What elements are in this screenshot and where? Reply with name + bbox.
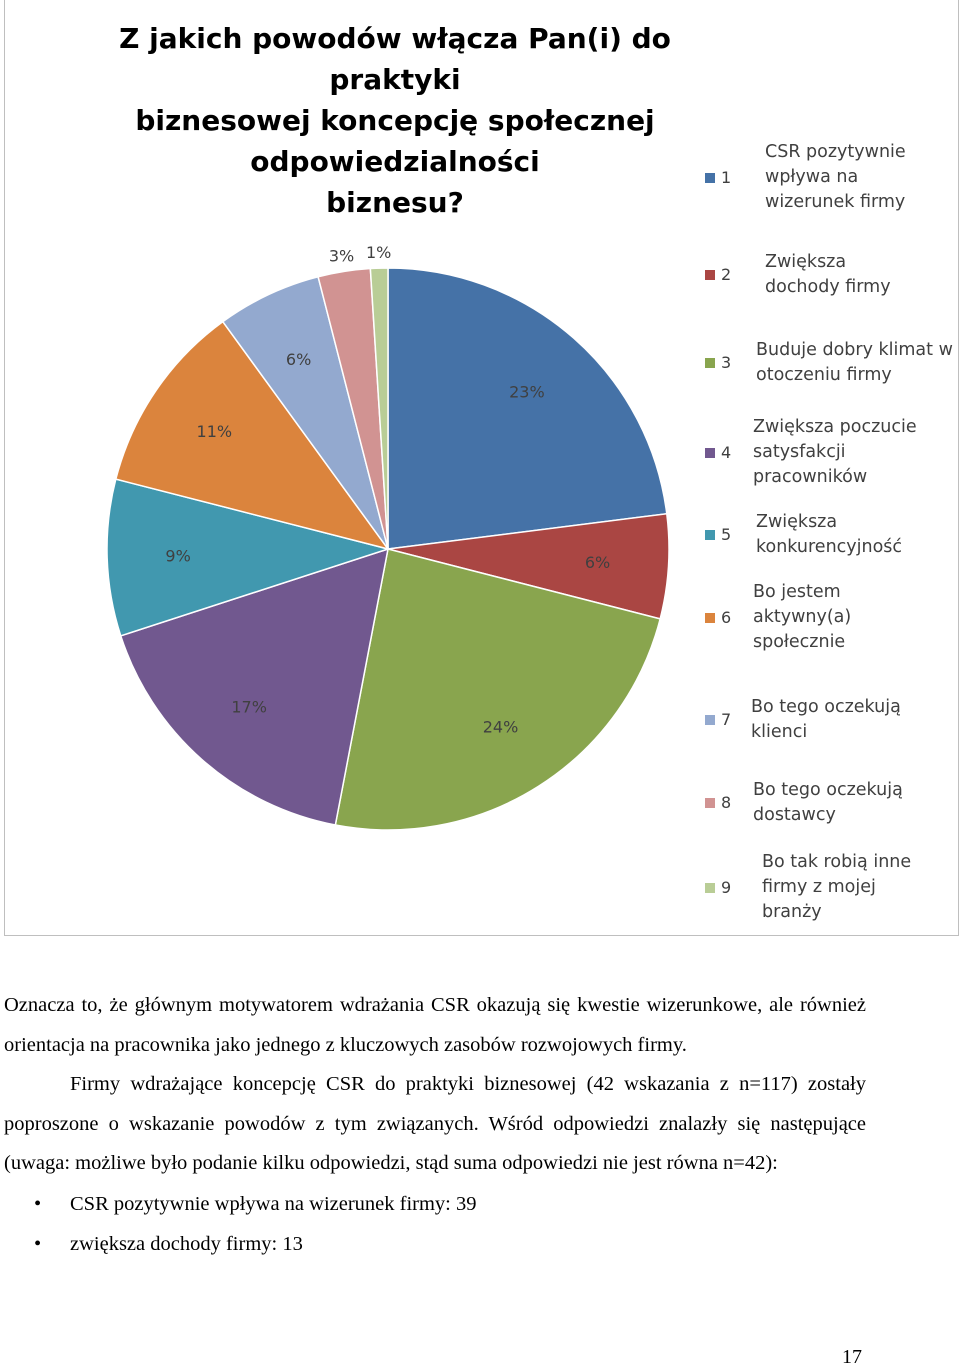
legend-item-6: 6 Bo jestem aktywny(a) społecznie (705, 580, 960, 655)
paragraph-2: Firmy wdrażające koncepcję CSR do prakty… (4, 1073, 866, 1174)
legend-swatch (705, 530, 715, 540)
legend-number: 8 (721, 793, 732, 812)
legend-label: Zwiększa dochody firmy (765, 252, 891, 297)
chart-title-line: Z jakich powodów włącza Pan(i) do prakty… (119, 22, 671, 96)
legend-item-5: 5 Zwiększa konkurencyjność (705, 510, 960, 560)
chart-title-line: biznesu? (326, 186, 464, 219)
legend-label: Zwiększa konkurencyjność (756, 512, 903, 557)
slice-label-3: 24% (483, 717, 519, 736)
legend-label: Buduje dobry klimat w otoczeniu firmy (756, 340, 953, 385)
page-number: 17 (842, 1346, 862, 1368)
pie-slice-6 (114, 320, 390, 551)
pie-slice-3 (334, 548, 662, 831)
legend-swatch (705, 270, 715, 280)
bullet-dot: • (34, 1233, 42, 1255)
chart-title: Z jakich powodów włącza Pan(i) do prakty… (65, 18, 725, 223)
legend-swatch (705, 172, 715, 183)
legend-number: 1 (721, 167, 732, 187)
chart-title-line: biznesowej koncepcję społecznej odpowied… (135, 104, 655, 178)
legend-label: Bo tego oczekują dostawcy (753, 780, 903, 825)
legend-item-7: 7 Bo tego oczekują klienci (705, 695, 960, 745)
legend-item-8: 8 Bo tego oczekują dostawcy (705, 778, 960, 828)
legend-swatch (705, 798, 715, 808)
slice-label-7: 6% (286, 350, 311, 369)
legend-item-2: 2 Zwiększa dochody firmy (705, 250, 960, 300)
legend-swatch (705, 882, 715, 893)
legend-item-9: 9 Bo tak robią inne firmy z mojej branży (705, 850, 960, 925)
slice-label-6: 11% (197, 422, 233, 441)
legend-label: Zwiększa poczucie satysfakcji pracownikó… (753, 417, 917, 487)
legend-swatch (705, 447, 715, 458)
legend-item-4: 4 Zwiększa poczucie satysfakcji pracownik… (705, 415, 960, 490)
slice-label-4: 17% (231, 698, 267, 717)
bullet-dot: • (34, 1192, 42, 1215)
pie-slice-9 (369, 267, 389, 550)
legend-number: 3 (721, 353, 732, 372)
slice-label-8: 3% (329, 247, 354, 266)
legend-label: Bo jestem aktywny(a) społecznie (753, 582, 852, 652)
list-item: • zwiększa dochody firmy: 13 (4, 1224, 866, 1265)
legend-number: 9 (721, 877, 732, 897)
list-item: • CSR pozytywnie wpływa na wizerunek fir… (4, 1184, 866, 1225)
bullet-list: • CSR pozytywnie wpływa na wizerunek fir… (4, 1184, 866, 1265)
pie-slice-5 (106, 478, 391, 637)
list-item-text: zwiększa dochody firmy: 13 (70, 1233, 303, 1255)
chart-legend: 1 CSR pozytywnie wpływa na wizerunek firm… (705, 0, 960, 936)
legend-number: 4 (721, 442, 732, 462)
slice-label-9: 1% (366, 243, 391, 262)
pie-slice-1 (387, 267, 668, 550)
legend-swatch (705, 612, 715, 623)
legend-label: CSR pozytywnie wpływa na wizerunek firmy (765, 142, 906, 212)
pie-slice-4 (119, 547, 389, 826)
legend-label: Bo tego oczekują klienci (751, 697, 901, 742)
pie-chart: 23% 6% 24% 17% 9% 11% 6% 3% 1% (106, 243, 670, 831)
legend-item-3: 3 Buduje dobry klimat w otoczeniu firmy (705, 338, 960, 388)
legend-number: 5 (721, 525, 732, 544)
paragraph-1: Oznacza to, że głównym motywatorem wdraż… (4, 994, 866, 1056)
slice-label-2: 6% (585, 553, 610, 572)
legend-label: Bo tak robią inne firmy z mojej branży (762, 852, 912, 922)
pie-slices (106, 267, 670, 831)
chart-frame: Z jakich powodów włącza Pan(i) do prakty… (4, 0, 959, 936)
legend-swatch (705, 715, 715, 725)
pie-labels: 23% 6% 24% 17% 9% 11% 6% 3% 1% (165, 243, 610, 736)
legend-number: 2 (721, 265, 732, 284)
slice-label-1: 23% (509, 382, 545, 401)
list-item-text: CSR pozytywnie wpływa na wizerunek firmy… (70, 1192, 477, 1215)
legend-number: 7 (721, 710, 732, 729)
legend-swatch (705, 358, 715, 368)
legend-number: 6 (721, 607, 732, 627)
body-text: Oznacza to, że głównym motywatorem wdraż… (4, 986, 866, 1265)
legend-item-1: 1 CSR pozytywnie wpływa na wizerunek firm… (705, 140, 960, 215)
slice-label-5: 9% (165, 547, 190, 566)
